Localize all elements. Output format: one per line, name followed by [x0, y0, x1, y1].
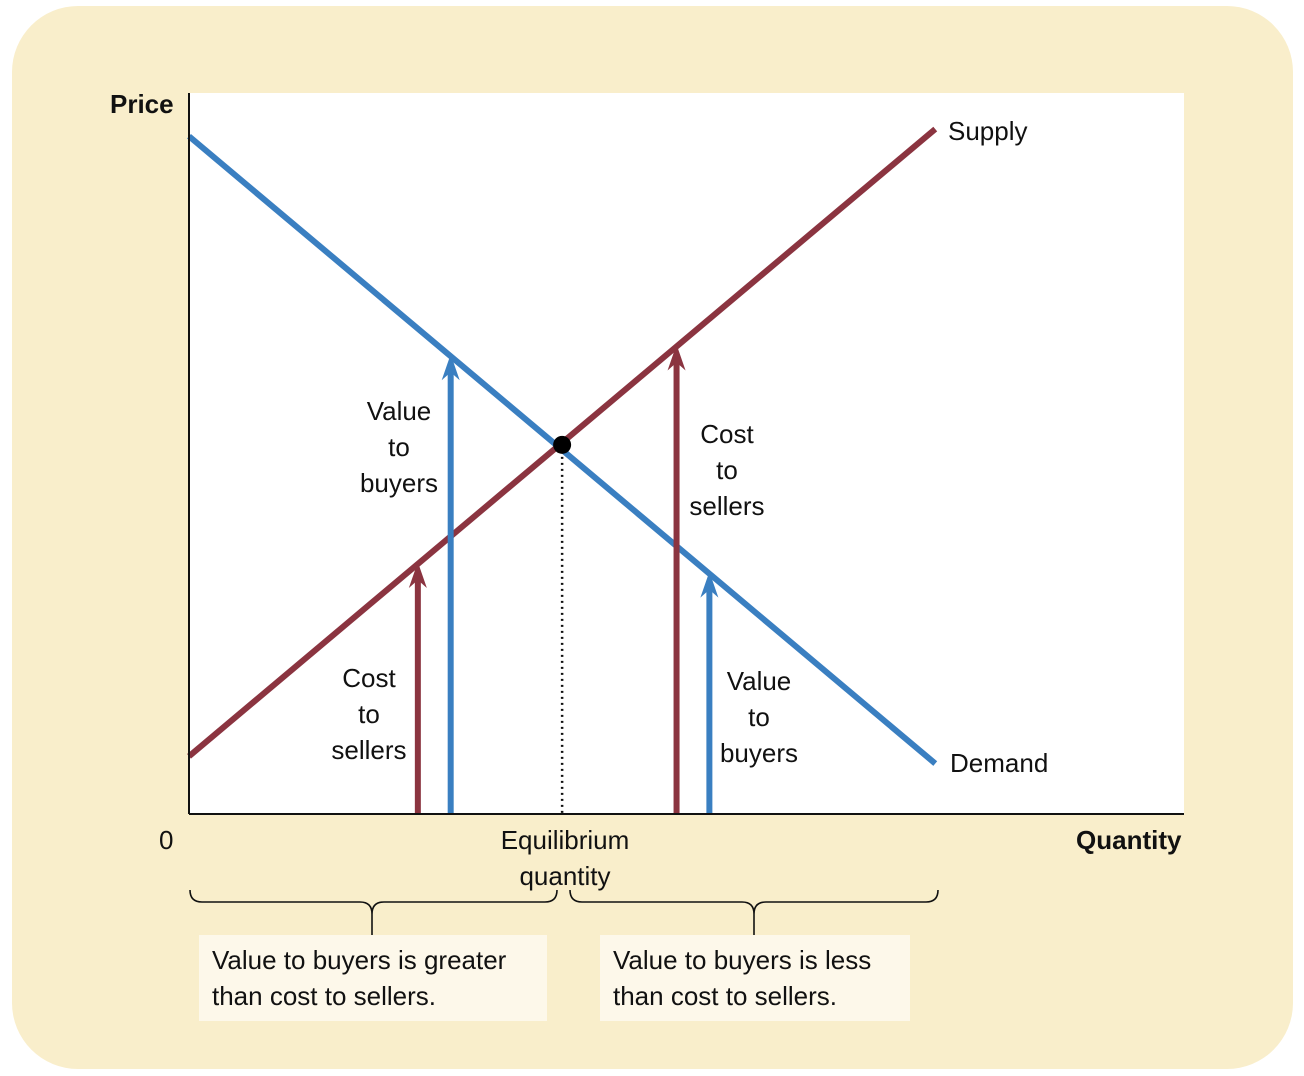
- note-right-line2: than cost to sellers.: [613, 981, 837, 1011]
- x-axis-label: Quantity: [1076, 825, 1182, 855]
- arrow-label-cost-right: Cost to sellers: [672, 416, 782, 524]
- value-arrow: [700, 571, 719, 814]
- demand-label: Demand: [950, 748, 1049, 778]
- equilibrium-label-line2: quantity: [519, 861, 611, 891]
- arrow-label-line: sellers: [689, 491, 765, 521]
- arrow-label-line: Cost: [700, 419, 754, 449]
- equilibrium-label: Equilibrium quantity: [480, 822, 650, 894]
- equilibrium-point: [553, 435, 572, 454]
- arrow-label-line: to: [358, 699, 380, 729]
- origin-label: 0: [159, 825, 174, 855]
- note-left: Value to buyers is greater than cost to …: [199, 935, 547, 1021]
- value-arrow: [441, 354, 460, 814]
- equilibrium-label-line1: Equilibrium: [500, 825, 630, 855]
- arrow-label-line: Value: [726, 666, 792, 696]
- note-left-line2: than cost to sellers.: [212, 981, 436, 1011]
- note-right: Value to buyers is less than cost to sel…: [600, 935, 910, 1021]
- supply-label: Supply: [948, 116, 1028, 146]
- arrow-label-value-left: Value to buyers: [344, 393, 454, 501]
- note-left-line1: Value to buyers is greater: [212, 945, 507, 975]
- arrow-label-line: sellers: [331, 735, 407, 765]
- arrow-label-line: to: [388, 432, 410, 462]
- arrow-label-line: buyers: [359, 468, 439, 498]
- arrow-label-line: Value: [366, 396, 432, 426]
- arrow-label-line: buyers: [719, 738, 799, 768]
- arrow-label-value-right: Value to buyers: [704, 663, 814, 771]
- arrow-label-line: to: [748, 702, 770, 732]
- note-right-line1: Value to buyers is less: [613, 945, 872, 975]
- arrow-label-cost-left: Cost to sellers: [314, 660, 424, 768]
- cost-arrow: [667, 344, 686, 814]
- y-axis-label: Price: [110, 89, 174, 119]
- arrow-label-line: to: [716, 455, 738, 485]
- arrow-label-line: Cost: [342, 663, 396, 693]
- cost-arrow: [408, 561, 427, 814]
- plot-area: [189, 93, 1184, 813]
